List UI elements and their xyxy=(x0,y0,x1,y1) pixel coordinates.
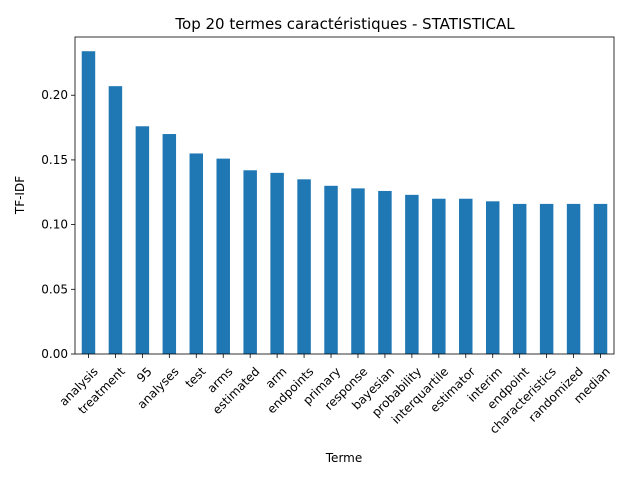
bar-randomized xyxy=(566,203,581,354)
bar-median xyxy=(593,203,608,354)
y-tick-label: 0.05 xyxy=(41,282,68,296)
bar-interquartile xyxy=(432,198,446,354)
bar-primary xyxy=(324,185,338,354)
bar-analysis xyxy=(81,51,96,354)
y-tick-label: 0.15 xyxy=(41,153,68,167)
chart-title: Top 20 termes caractéristiques - STATIST… xyxy=(174,15,515,33)
bar-probability xyxy=(405,194,419,354)
x-tick-label: 95 xyxy=(134,364,155,385)
y-axis-label: TF-IDF xyxy=(13,176,27,215)
bar-estimator xyxy=(459,198,473,354)
bar-treatment xyxy=(108,86,123,354)
bar-bayesian xyxy=(378,190,392,354)
plot-frame xyxy=(74,36,615,355)
y-tick-label: 0.10 xyxy=(41,218,68,232)
y-tick-label: 0.20 xyxy=(41,88,68,102)
bar-analyses xyxy=(162,134,177,354)
bar-estimated xyxy=(243,170,257,354)
bar-95 xyxy=(135,126,150,354)
bar-endpoints xyxy=(297,179,311,354)
bar-endpoint xyxy=(512,203,527,354)
y-axis-ticks: 0.00 0.05 0.10 0.15 0.20 xyxy=(41,88,75,361)
y-tick-label: 0.00 xyxy=(41,347,68,361)
x-axis-label: Terme xyxy=(325,451,362,465)
bar-test xyxy=(189,153,204,354)
bar-characteristics xyxy=(539,203,554,354)
bar-arm xyxy=(270,172,284,354)
bar-interim xyxy=(485,201,500,354)
bar-response xyxy=(351,188,365,354)
bars-group xyxy=(81,51,608,354)
bar-arms xyxy=(216,158,230,354)
